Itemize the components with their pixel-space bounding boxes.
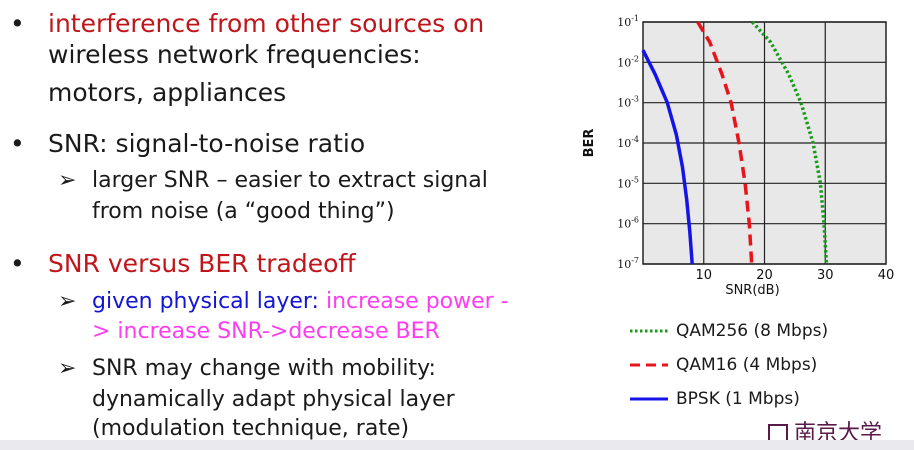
sub-physical-layer-part-1: given physical layer:: [92, 289, 326, 314]
sub-physical-layer-line-2: > increase SNR->decrease BER: [92, 319, 440, 344]
series-line-qam256: [751, 20, 829, 265]
bullet-dot: •: [10, 129, 25, 158]
bullet-snr-text: SNR: signal-to-noise ratio: [48, 129, 366, 158]
bullet-interference-line-1: interference from other sources on: [48, 9, 485, 38]
sub-mobility-line-1: SNR may change with mobility:: [92, 356, 436, 381]
x-tick-label: 30: [817, 268, 834, 283]
series-line-qam16: [696, 21, 754, 265]
sub-physical-layer: ➢ given physical layer: increase power -: [58, 287, 509, 316]
sub-larger-snr: ➢ larger SNR – easier to extract signal: [58, 166, 488, 195]
legend-qam16-swatch: [630, 363, 668, 367]
y-axis-label: BER: [582, 129, 597, 158]
legend-qam16: QAM16 (4 Mbps): [630, 354, 817, 376]
sub-mobility-cont: dynamically adapt physical layer: [92, 385, 455, 414]
y-tick-label: 10-2: [617, 54, 639, 69]
bullet-interference-line-3: motors, appliances: [48, 78, 287, 107]
sub-mobility: ➢ SNR may change with mobility:: [58, 354, 436, 383]
y-tick-label: 10-5: [617, 175, 639, 190]
legend-qam256: QAM256 (8 Mbps): [630, 320, 828, 342]
y-tick-label: 10-4: [617, 135, 639, 150]
y-tick-label: 10-6: [617, 216, 639, 231]
sub-mobility-line-3: (modulation technique, rate): [92, 416, 410, 441]
y-tick-label: 10-1: [617, 14, 639, 29]
y-tick-label: 10-3: [617, 95, 639, 110]
arrow-bullet-icon: ➢: [58, 168, 77, 193]
bullet-dot: •: [10, 249, 25, 278]
x-tick-label: 20: [756, 268, 773, 283]
arrow-bullet-icon: ➢: [58, 356, 77, 381]
sub-larger-snr-line-1: larger SNR – easier to extract signal: [92, 168, 488, 193]
sub-larger-snr-cont: from noise (a “good thing”): [92, 197, 395, 226]
x-tick-label: 40: [878, 268, 895, 283]
sub-larger-snr-line-2: from noise (a “good thing”): [92, 199, 395, 224]
arrow-bullet-icon: ➢: [58, 289, 77, 314]
bullet-tradeoff-text: SNR versus BER tradeoff: [48, 249, 356, 278]
x-tick-label: 10: [695, 268, 712, 283]
ber-snr-chart: 10-1 10-2 10-3 10-4 10-5 10-6 10-7 10 20 30 40 SNR(…: [582, 14, 895, 298]
bullet-interference-line-2: wireless network frequencies:: [48, 40, 421, 69]
legend-qam256-label: QAM256 (8 Mbps): [676, 321, 829, 341]
sub-physical-layer-part-2: increase power -: [325, 289, 509, 314]
sub-physical-layer-cont: > increase SNR->decrease BER: [92, 317, 440, 346]
footer-bar: [0, 440, 914, 450]
series-line-bpsk: [641, 49, 694, 265]
sub-mobility-cont2: (modulation technique, rate): [92, 414, 409, 443]
legend-bpsk: BPSK (1 Mbps): [630, 388, 800, 410]
legend-qam16-label: QAM16 (4 Mbps): [676, 355, 818, 375]
legend-bpsk-swatch: [630, 397, 668, 401]
legend-bpsk-label: BPSK (1 Mbps): [676, 389, 800, 409]
legend-qam256-swatch: [630, 329, 668, 333]
sub-mobility-line-2: dynamically adapt physical layer: [92, 387, 455, 412]
x-axis-label: SNR(dB): [725, 283, 779, 298]
y-tick-label: 10-7: [617, 256, 639, 271]
bullet-dot: •: [10, 9, 25, 38]
